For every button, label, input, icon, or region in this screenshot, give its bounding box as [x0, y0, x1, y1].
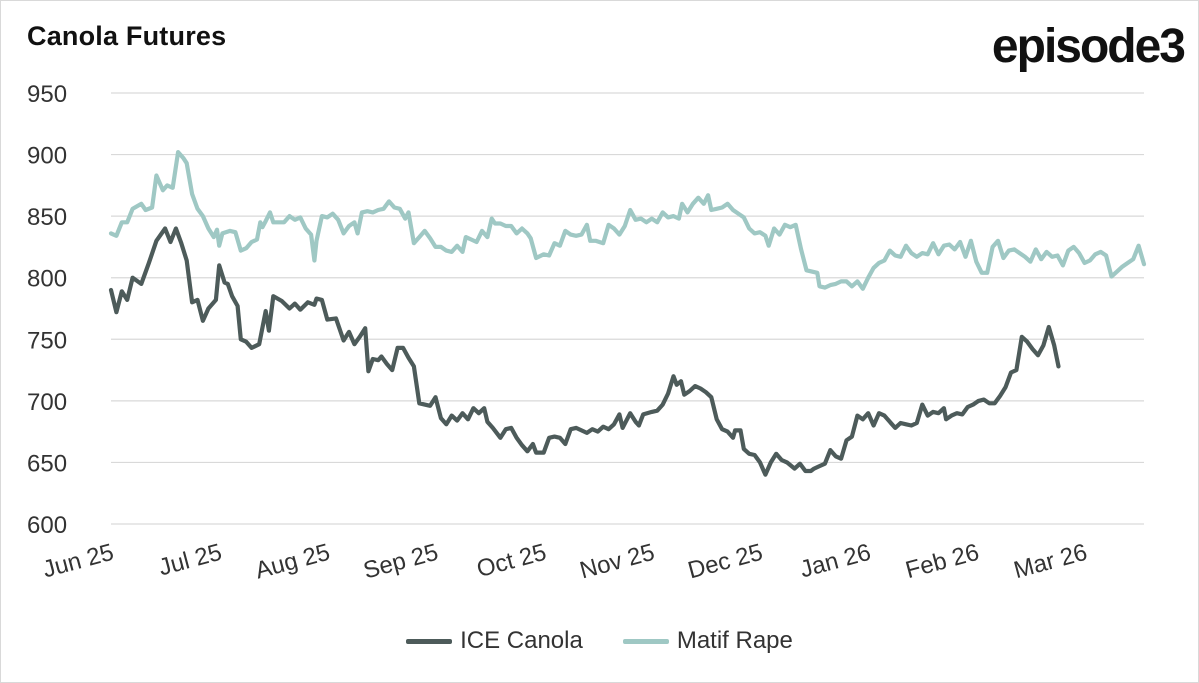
x-tick-label: Feb 26	[903, 539, 982, 584]
legend-item-ice-canola: ICE Canola	[406, 627, 583, 655]
y-tick-label: 800	[27, 266, 67, 293]
legend-swatch-ice-canola	[406, 638, 453, 644]
y-tick-label: 950	[27, 81, 67, 108]
legend: ICE Canola Matif Rape	[1, 627, 1198, 655]
y-tick-label: 700	[27, 389, 67, 416]
chart-title: Canola Futures	[27, 21, 227, 51]
legend-label-matif-rape: Matif Rape	[676, 627, 793, 654]
y-tick-label: 750	[27, 327, 67, 354]
x-tick-label: Sep 25	[361, 539, 441, 585]
legend-swatch-matif-rape	[622, 638, 669, 644]
series-line-ice-canola	[108, 226, 1061, 477]
brand-logo: episode3	[991, 20, 1186, 73]
grid-lines	[111, 92, 1144, 525]
x-tick-label: Aug 25	[252, 539, 332, 585]
x-axis-ticks: Jun 25 Jul 25 Aug 25 Sep 25 Oct 25 Nov 25 Dec …	[40, 539, 1090, 585]
y-tick-label: 650	[27, 450, 67, 477]
x-tick-label: Mar 26	[1011, 539, 1090, 584]
x-tick-label: Jan 26	[797, 539, 874, 584]
y-tick-label: 850	[27, 204, 67, 231]
x-tick-label: Dec 25	[685, 539, 765, 585]
x-tick-label: Jul 25	[156, 539, 225, 582]
y-tick-label: 900	[27, 143, 67, 170]
x-tick-label: Jun 25	[40, 539, 117, 584]
x-tick-label: Nov 25	[577, 539, 657, 585]
y-tick-label: 600	[27, 512, 67, 539]
series-lines	[108, 150, 1147, 477]
legend-item-matif-rape: Matif Rape	[622, 627, 793, 655]
x-tick-label: Oct 25	[474, 539, 549, 583]
legend-label-ice-canola: ICE Canola	[460, 627, 583, 654]
series-line-matif-rape	[108, 150, 1147, 291]
y-axis-ticks: 600 650 700 750 800 850 900 950	[27, 81, 67, 539]
